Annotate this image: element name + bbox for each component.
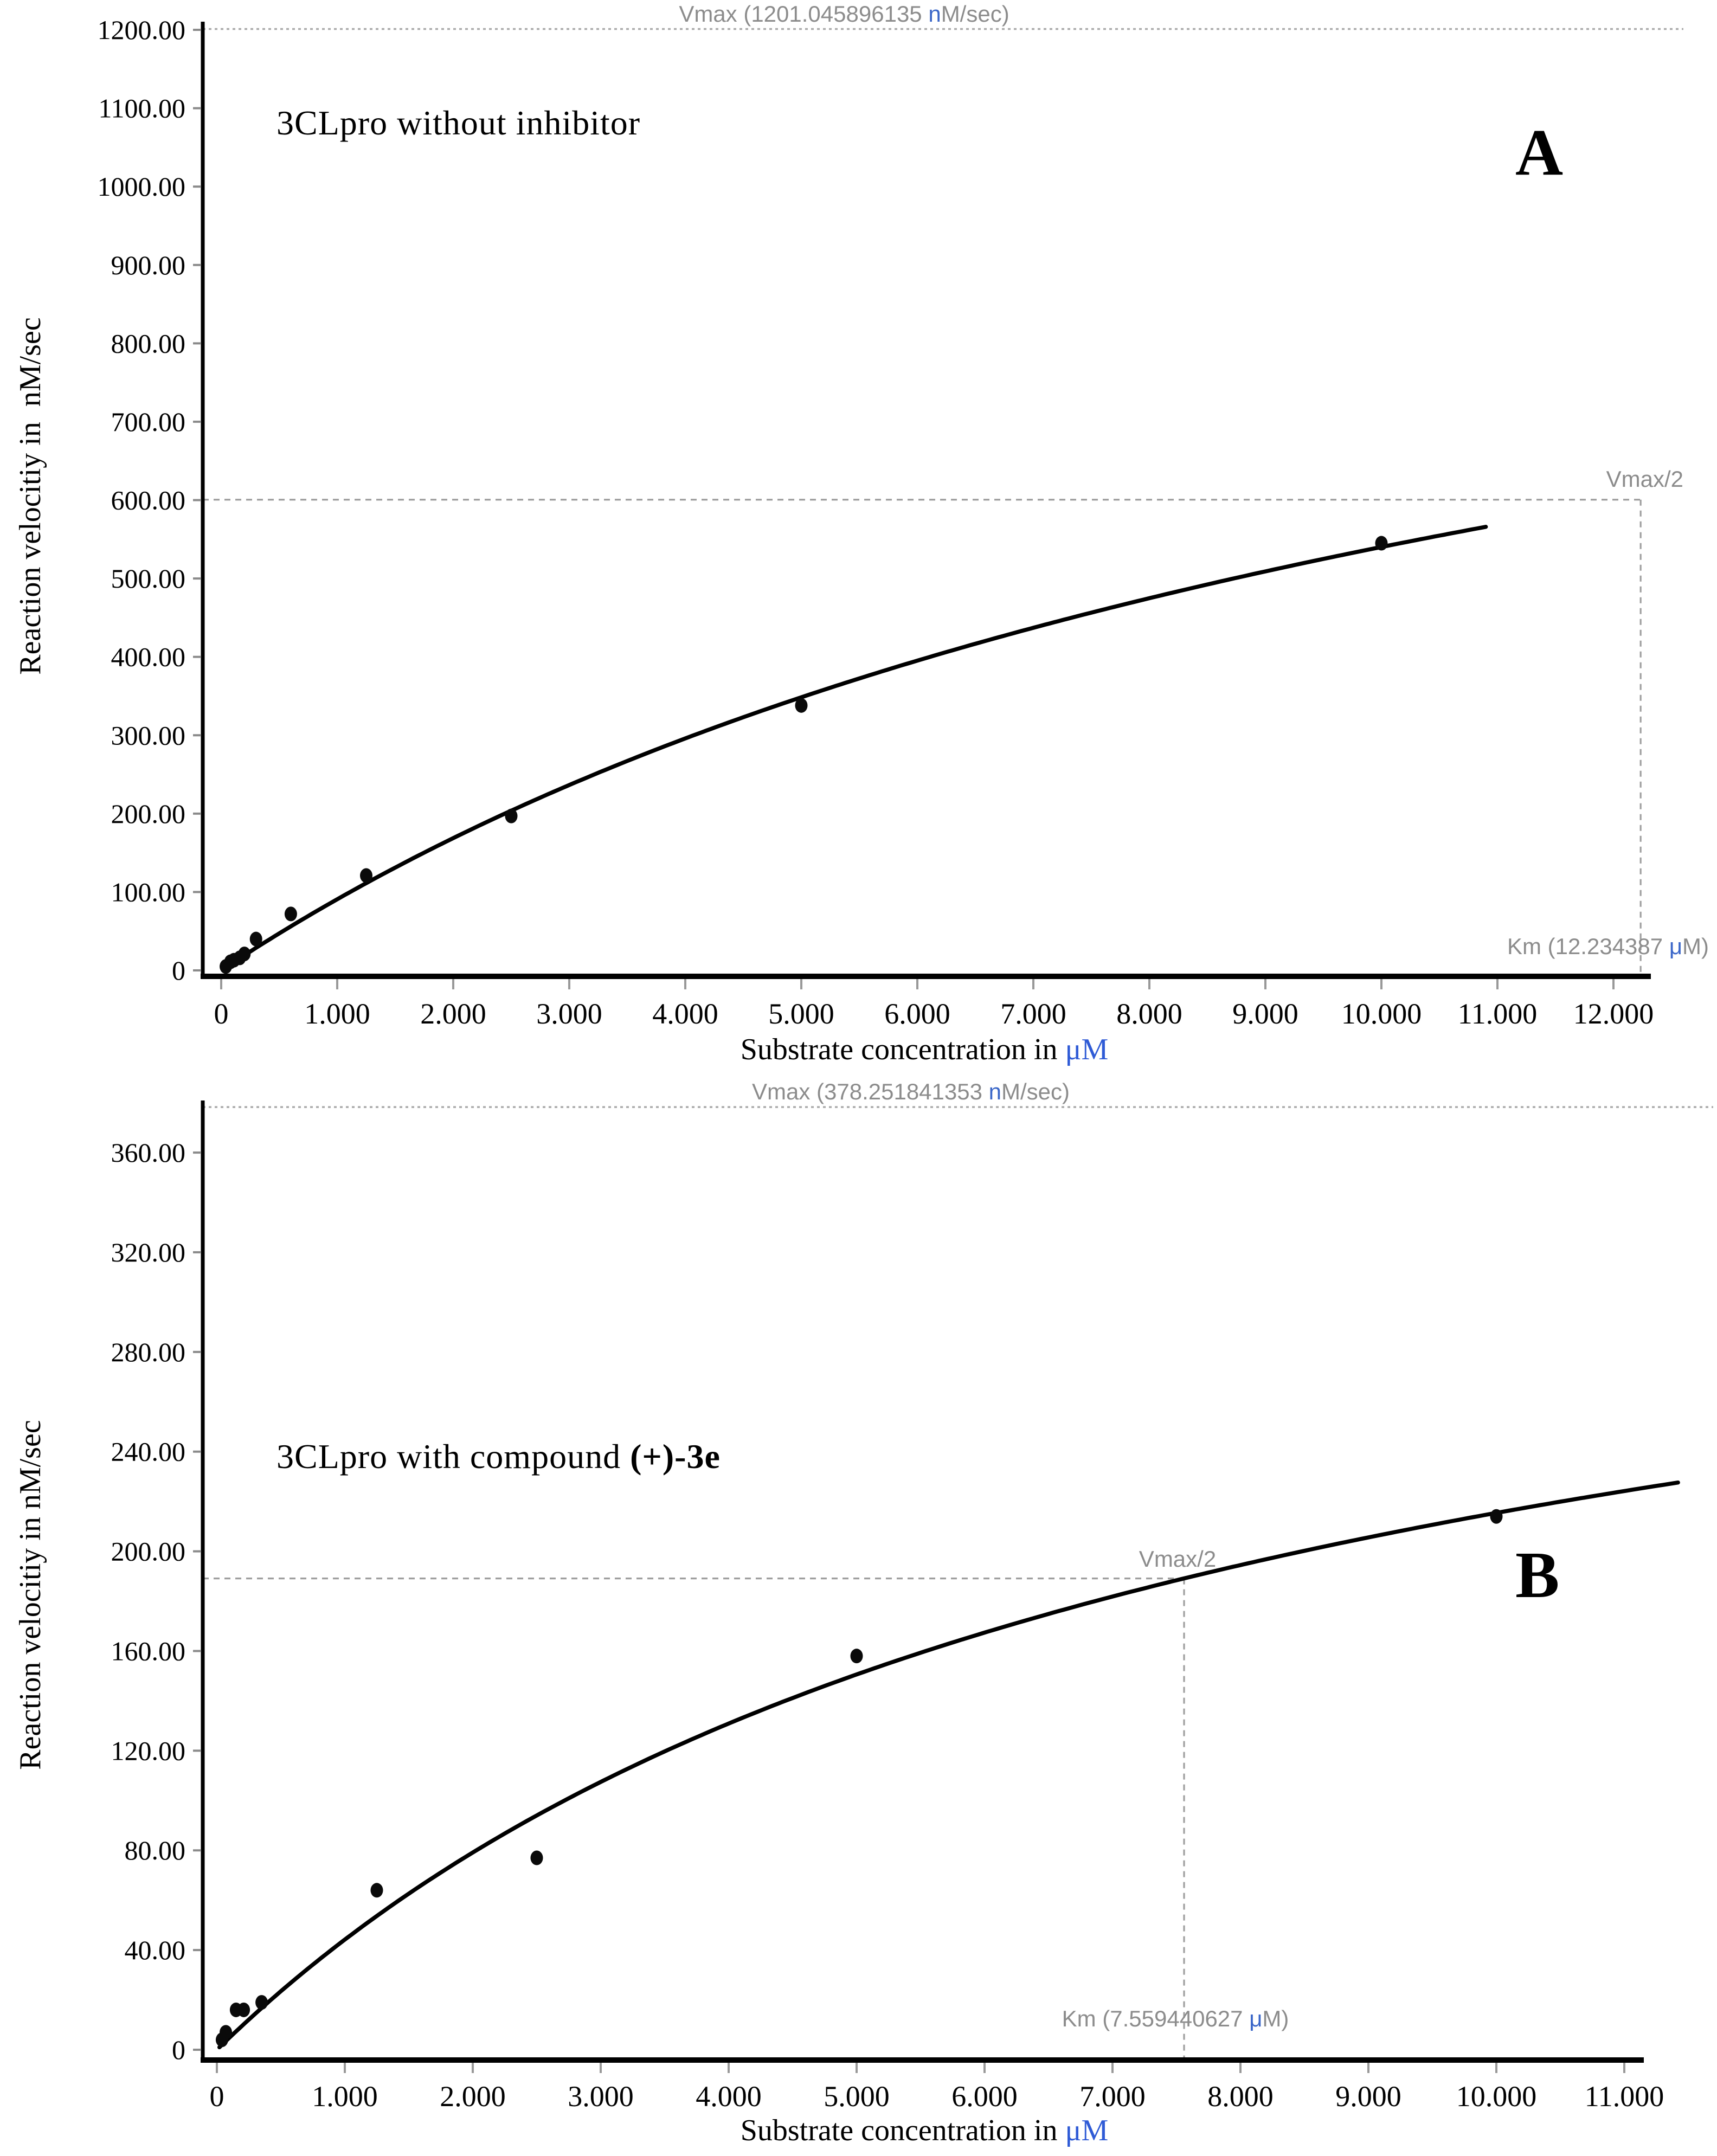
y-tick-label: 700.00 (111, 407, 186, 437)
y-tick-label: 80.00 (125, 1835, 186, 1865)
y-tick-label: 600.00 (111, 485, 186, 516)
data-point (850, 1649, 863, 1664)
x-tick-label: 11.000 (1458, 997, 1538, 1030)
panel-b-label: B (1515, 1539, 1560, 1612)
y-tick-label: 1200.00 (98, 15, 186, 45)
x-tick-label: 2.000 (440, 2080, 506, 2113)
y-tick-label: 0 (172, 2035, 185, 2065)
y-tick-label: 900.00 (111, 250, 186, 280)
data-point (255, 1995, 268, 2010)
data-point (1375, 536, 1388, 551)
panel-a-label: A (1515, 116, 1564, 189)
x-tick-label: 1.000 (304, 997, 370, 1030)
x-tick-label: 0 (210, 2080, 224, 2113)
x-tick-label: 6.000 (884, 997, 950, 1030)
fit-curve (217, 1480, 1680, 2050)
vmax-half-annotation-b: Vmax/2 (1139, 1546, 1217, 1572)
x-tick-label: 5.000 (768, 997, 834, 1030)
data-point (360, 868, 372, 883)
x-tick-label: 7.000 (1079, 2080, 1146, 2113)
x-tick-label: 8.000 (1116, 997, 1182, 1030)
y-tick-label: 320.00 (111, 1237, 186, 1267)
x-tick-label: 11.000 (1585, 2080, 1664, 2113)
y-tick-label: 500.00 (111, 563, 186, 594)
chart-b-title: 3CLpro with compound (+)-3e (276, 1437, 721, 1476)
y-tick-label: 1000.00 (98, 171, 186, 202)
y-tick-label: 0 (172, 955, 185, 986)
y-tick-label: 400.00 (111, 642, 186, 672)
data-point (220, 2025, 233, 2040)
vmax-half-annotation-a: Vmax/2 (1606, 466, 1683, 492)
x-axis-title-b: Substrate concentration in μM (740, 2114, 1109, 2147)
fit-curve (221, 525, 1488, 971)
x-tick-label: 10.000 (1456, 2080, 1537, 2113)
y-tick-label: 120.00 (111, 1735, 186, 1766)
chart-a-title: 3CLpro without inhibitor (276, 104, 641, 142)
data-point (530, 1850, 543, 1865)
y-tick-label: 360.00 (111, 1137, 186, 1168)
x-tick-label: 3.000 (568, 2080, 634, 2113)
x-tick-label: 0 (214, 997, 229, 1030)
y-tick-label: 280.00 (111, 1337, 186, 1367)
x-tick-label: 4.000 (696, 2080, 762, 2113)
vmax-annotation-b: Vmax (378.251841353 nM/sec) (751, 1079, 1070, 1104)
data-point (284, 906, 297, 922)
data-point (249, 931, 262, 947)
data-point (1490, 1509, 1503, 1524)
x-tick-label: 8.000 (1207, 2080, 1274, 2113)
y-tick-label: 160.00 (111, 1636, 186, 1666)
x-tick-label: 4.000 (652, 997, 718, 1030)
x-tick-label: 6.000 (951, 2080, 1018, 2113)
x-axis-title-a: Substrate concentration in μM (740, 1033, 1109, 1066)
data-point (505, 808, 518, 823)
x-tick-label: 9.000 (1335, 2080, 1401, 2113)
y-tick-label: 200.00 (111, 1536, 186, 1567)
x-tick-label: 7.000 (1000, 997, 1066, 1030)
data-point (795, 698, 808, 713)
y-tick-label: 1100.00 (98, 93, 185, 124)
y-tick-label: 800.00 (111, 328, 186, 358)
x-tick-label: 1.000 (312, 2080, 378, 2113)
y-axis-title-b: Reaction velocitiy in nM/sec (14, 1420, 47, 1770)
x-tick-label: 2.000 (420, 997, 486, 1030)
chart-panel-a: 1200.00 1100.00 1000.00 900.00 800.00 700.00 6… (98, 15, 1683, 1030)
km-annotation-b: Km (7.559440627 μM) (1062, 2006, 1289, 2031)
y-tick-label: 240.00 (111, 1437, 186, 1467)
x-tick-label: 12.000 (1573, 997, 1654, 1030)
data-point (370, 1883, 383, 1898)
data-point (238, 947, 251, 962)
y-tick-label: 40.00 (125, 1935, 186, 1965)
y-tick-label: 200.00 (111, 799, 186, 829)
y-axis-title-a: Reaction velocitiy in nM/sec (14, 317, 47, 675)
km-annotation-a: Km (12.234387 μM) (1507, 934, 1709, 959)
x-tick-label: 5.000 (824, 2080, 890, 2113)
chart-panel-b: 360.00 320.00 280.00 240.00 200.00 160.00 120.… (111, 1100, 1713, 2113)
vmax-annotation-a: Vmax (1201.045896135 nM/sec) (679, 1, 1009, 27)
y-tick-label: 100.00 (111, 877, 186, 907)
x-tick-label: 3.000 (536, 997, 602, 1030)
x-tick-label: 10.000 (1341, 997, 1422, 1030)
y-tick-label: 300.00 (111, 720, 186, 750)
data-point (237, 2002, 250, 2017)
x-tick-label: 9.000 (1232, 997, 1298, 1030)
